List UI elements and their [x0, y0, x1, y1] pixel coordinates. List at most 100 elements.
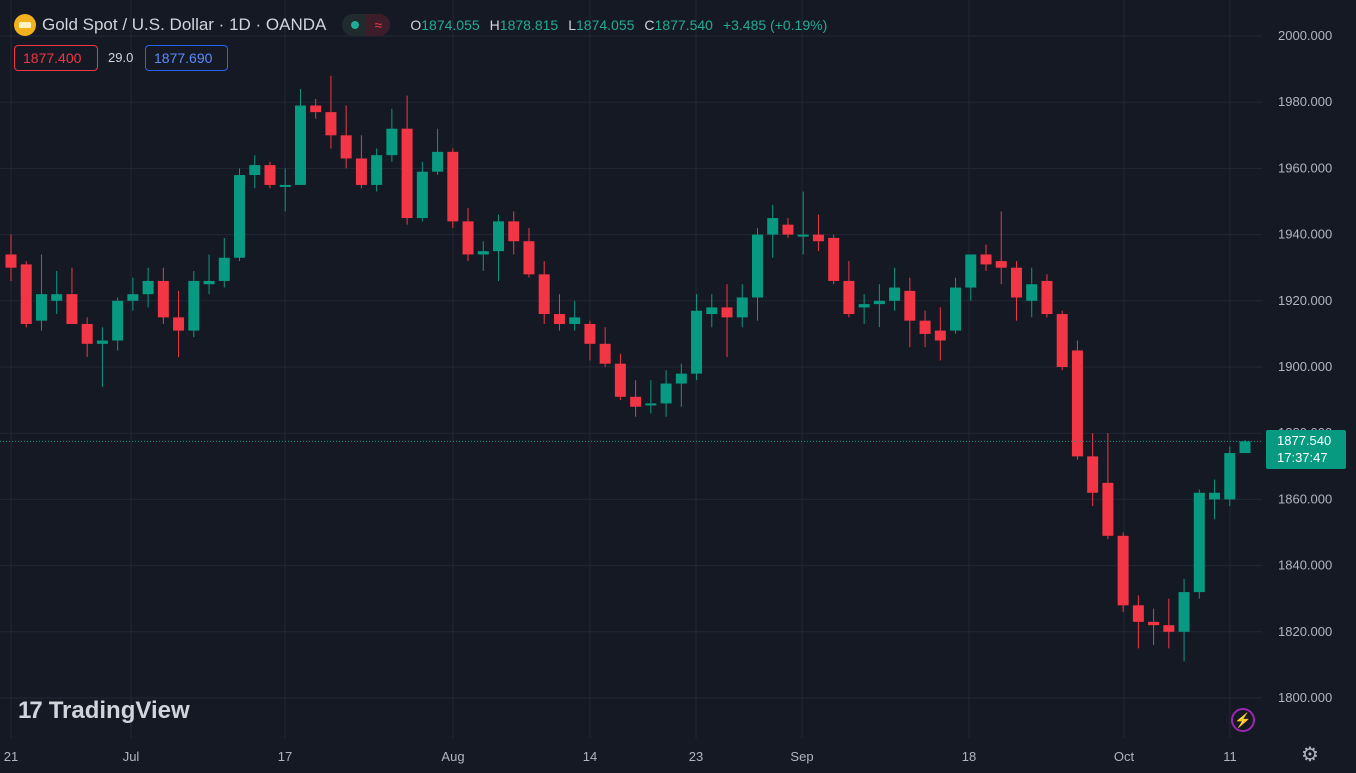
- time-tick-label: 14: [583, 749, 597, 764]
- candle-body: [706, 307, 718, 315]
- market-status-pill[interactable]: ≈: [342, 14, 391, 36]
- candle-body: [203, 280, 215, 285]
- candle-body: [919, 320, 931, 334]
- candle-body: [279, 184, 291, 187]
- candle-body: [173, 317, 185, 331]
- spread-value: 29.0: [108, 50, 134, 65]
- candle-body: [523, 241, 535, 275]
- candle-body: [751, 234, 763, 298]
- candle-body: [1178, 592, 1190, 632]
- candle-body: [234, 175, 246, 258]
- candle-body: [828, 237, 840, 281]
- candle-body: [81, 323, 93, 344]
- close-value: 1877.540: [654, 17, 713, 33]
- candle-body: [371, 155, 383, 185]
- time-tick-label: 21: [4, 749, 18, 764]
- price-tick-label: 1860.000: [1278, 491, 1332, 506]
- candle-body: [858, 304, 870, 308]
- candle-body: [386, 128, 398, 156]
- market-open-dot-icon: [351, 21, 360, 29]
- time-tick-label: Sep: [790, 749, 813, 764]
- open-value: 1874.055: [421, 17, 480, 33]
- candle-body: [1071, 350, 1083, 457]
- time-tick-label: Jul: [123, 749, 140, 764]
- candle-body: [1026, 284, 1038, 301]
- open-label: O: [410, 17, 422, 33]
- candle-body: [127, 294, 139, 301]
- candle-body: [569, 317, 581, 324]
- high-label: H: [489, 17, 500, 33]
- wave-icon: ≈: [366, 14, 391, 36]
- candle-body: [660, 383, 672, 404]
- candle-body: [630, 396, 642, 407]
- time-axis[interactable]: 21 Jul 17 Aug 14 23 Sep 18 Oct 11: [4, 749, 1237, 764]
- candle-body: [35, 294, 47, 321]
- candle-body: [5, 254, 17, 268]
- tradingview-logo[interactable]: 17 TradingView: [18, 697, 190, 725]
- candle-body: [477, 251, 489, 255]
- candle-body: [355, 158, 367, 185]
- price-tick-label: 1940.000: [1278, 227, 1332, 242]
- symbol-title[interactable]: Gold Spot / U.S. Dollar · 1D · OANDA: [42, 15, 327, 34]
- candle-body: [995, 261, 1007, 268]
- candle-body: [538, 274, 550, 315]
- price-axis[interactable]: 2000.000 1980.000 1960.000 1940.000 1920.000…: [1278, 28, 1332, 705]
- price-tick-label: 1900.000: [1278, 359, 1332, 374]
- sell-price-button[interactable]: 1877.400: [14, 45, 98, 71]
- candle-body: [1209, 492, 1221, 500]
- candle-body: [691, 310, 703, 374]
- price-tick-label: 1980.000: [1278, 94, 1332, 109]
- candle-body: [340, 135, 352, 159]
- candle-body: [20, 264, 32, 324]
- candle-body: [767, 218, 779, 235]
- candles-layer: [5, 75, 1251, 662]
- candle-body: [812, 234, 824, 242]
- candle-body: [416, 171, 428, 219]
- last-price-label: 1877.540 17:37:47: [1266, 430, 1346, 469]
- buy-price-button[interactable]: 1877.690: [145, 45, 228, 71]
- candle-body: [904, 290, 916, 321]
- candle-body: [1117, 535, 1129, 606]
- candle-body: [157, 280, 169, 318]
- candle-body: [950, 287, 962, 331]
- candle-body: [66, 294, 78, 324]
- high-value: 1878.815: [499, 17, 559, 33]
- candle-body: [934, 330, 946, 341]
- candle-body: [1163, 625, 1175, 632]
- candle-body: [553, 314, 565, 324]
- candle-body: [249, 165, 261, 176]
- candle-body: [51, 294, 63, 301]
- candle-body: [1239, 441, 1251, 454]
- low-value: 1874.055: [576, 17, 635, 33]
- close-label: C: [644, 17, 655, 33]
- candle-body: [843, 280, 855, 315]
- candle-body: [325, 112, 337, 136]
- time-tick-label: Oct: [1114, 749, 1135, 764]
- candle-body: [1056, 314, 1068, 367]
- candle-body: [599, 343, 611, 364]
- tradingview-wordmark: TradingView: [48, 697, 190, 724]
- candle-body: [96, 340, 108, 344]
- ohlc-legend: O1874.055 H1878.815 L1874.055 C1877.540 …: [410, 17, 827, 33]
- candle-body: [873, 300, 885, 305]
- price-tick-label: 1800.000: [1278, 690, 1332, 705]
- candle-body: [614, 363, 626, 397]
- change-value: +3.485 (+0.19%): [722, 17, 828, 33]
- lightning-icon[interactable]: ⚡: [1231, 708, 1255, 732]
- candle-body: [584, 323, 596, 344]
- time-tick-label: 11: [1223, 749, 1237, 764]
- candle-body: [508, 221, 520, 242]
- candle-body: [112, 300, 124, 341]
- low-label: L: [568, 17, 576, 33]
- candle-body: [782, 224, 794, 235]
- candle-body: [1010, 267, 1022, 298]
- candle-body: [493, 221, 505, 252]
- candle-body: [675, 373, 687, 384]
- gear-icon[interactable]: ⚙: [1301, 744, 1319, 766]
- chart-header: Gold Spot / U.S. Dollar · 1D · OANDA ≈ O…: [14, 12, 827, 38]
- price-tick-label: 1960.000: [1278, 160, 1332, 175]
- candle-body: [264, 165, 276, 185]
- candle-body: [188, 280, 200, 331]
- chart-grid: [0, 0, 1262, 738]
